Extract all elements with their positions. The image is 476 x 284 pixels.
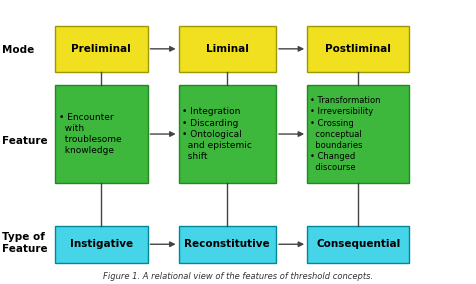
Text: Mode: Mode [2, 45, 35, 55]
FancyBboxPatch shape [178, 85, 276, 183]
Text: Figure 1. A relational view of the features of threshold concepts.: Figure 1. A relational view of the featu… [103, 272, 373, 281]
FancyBboxPatch shape [307, 226, 409, 263]
Text: • Integration
• Discarding
• Ontological
  and epistemic
  shift: • Integration • Discarding • Ontological… [182, 107, 252, 161]
Text: Preliminal: Preliminal [71, 44, 131, 54]
Text: • Transformation
• Irreversibility
• Crossing
  conceptual
  boundaries
• Change: • Transformation • Irreversibility • Cro… [310, 96, 380, 172]
Text: Consequential: Consequential [316, 239, 400, 249]
FancyBboxPatch shape [307, 26, 409, 72]
FancyBboxPatch shape [55, 85, 148, 183]
Text: Instigative: Instigative [69, 239, 133, 249]
Text: Type of
Feature: Type of Feature [2, 232, 48, 254]
Text: Reconstitutive: Reconstitutive [185, 239, 270, 249]
FancyBboxPatch shape [178, 26, 276, 72]
Text: Liminal: Liminal [206, 44, 249, 54]
Text: Feature: Feature [2, 135, 48, 146]
FancyBboxPatch shape [307, 85, 409, 183]
FancyBboxPatch shape [178, 226, 276, 263]
FancyBboxPatch shape [55, 226, 148, 263]
FancyBboxPatch shape [55, 26, 148, 72]
Text: • Encounter
  with
  troublesome
  knowledge: • Encounter with troublesome knowledge [59, 113, 121, 155]
Text: Postliminal: Postliminal [325, 44, 391, 54]
